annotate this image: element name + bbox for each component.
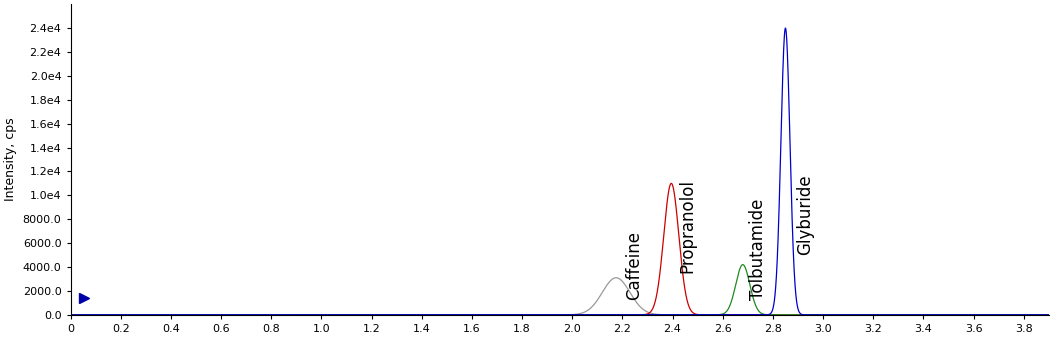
Text: Glyburide: Glyburide — [796, 174, 815, 255]
Text: Propranolol: Propranolol — [678, 179, 697, 273]
Y-axis label: Intensity, cps: Intensity, cps — [4, 118, 17, 201]
Text: Caffeine: Caffeine — [624, 232, 642, 300]
Text: Tolbutamide: Tolbutamide — [749, 199, 767, 300]
